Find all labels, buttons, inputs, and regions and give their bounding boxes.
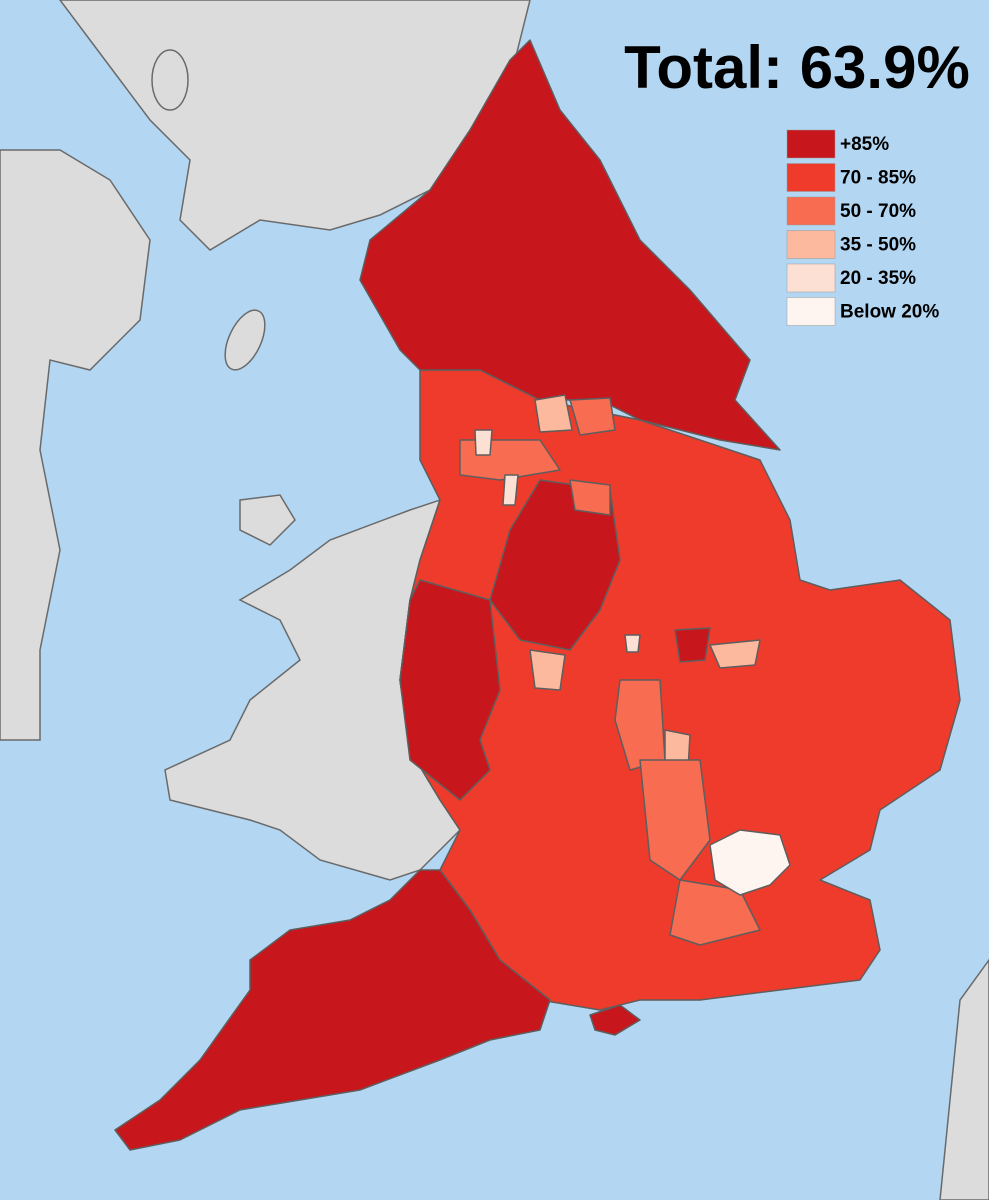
legend-swatch xyxy=(786,196,836,226)
legend-swatch xyxy=(786,230,836,259)
map-title: Total: 63.9% xyxy=(624,34,970,101)
legend-label: +85% xyxy=(840,134,889,155)
region xyxy=(399,579,501,801)
region xyxy=(709,639,761,669)
legend-swatch xyxy=(786,163,836,192)
legend-label: 35 - 50% xyxy=(840,235,916,256)
region xyxy=(474,429,493,456)
region xyxy=(502,474,519,506)
region xyxy=(639,759,711,881)
legend-label: 50 - 70% xyxy=(840,201,916,222)
region xyxy=(569,479,611,516)
legend: +85% 70 - 85% 50 - 70% 35 - 50% 20 - 35% Belo… xyxy=(786,129,939,326)
region xyxy=(624,634,641,653)
region xyxy=(114,869,551,1151)
region xyxy=(489,479,621,651)
france xyxy=(939,958,989,1200)
legend-label: 70 - 85% xyxy=(840,168,916,189)
anglesey xyxy=(239,494,296,546)
isle-of-wight xyxy=(589,1004,641,1036)
legend-label: Below 20% xyxy=(840,302,939,323)
legend-swatch xyxy=(786,297,836,326)
london xyxy=(709,829,791,896)
isle-of-man xyxy=(224,309,266,371)
region xyxy=(529,649,566,691)
legend-swatch xyxy=(786,129,836,159)
region xyxy=(534,394,573,433)
england xyxy=(114,39,961,1151)
island xyxy=(151,49,189,111)
legend-label: 20 - 35% xyxy=(840,268,916,289)
region xyxy=(569,397,616,436)
ireland xyxy=(0,149,151,741)
region xyxy=(674,627,711,663)
legend-swatch xyxy=(786,263,836,293)
